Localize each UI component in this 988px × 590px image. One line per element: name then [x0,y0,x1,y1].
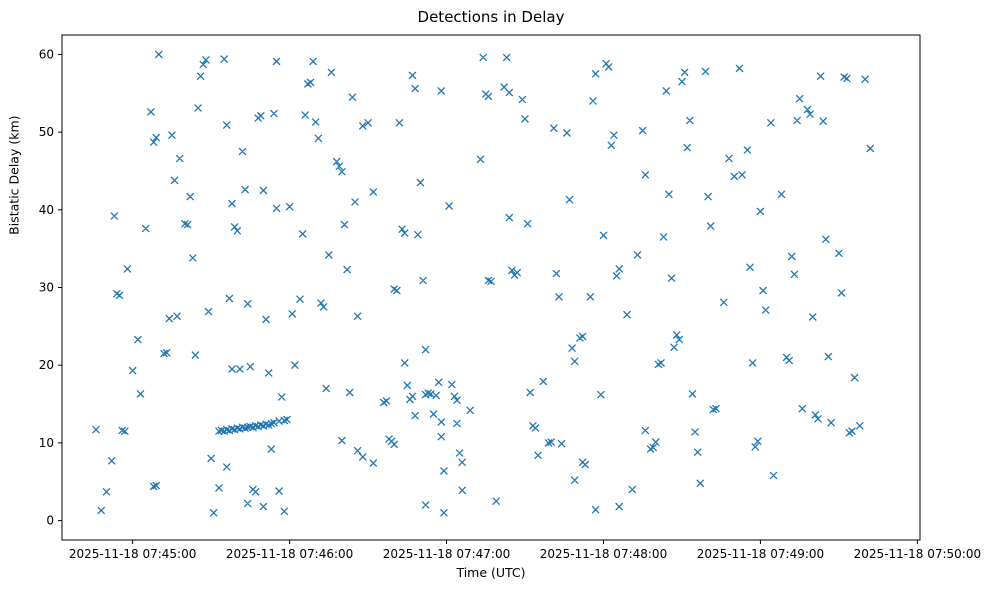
y-tick-label: 40 [39,203,54,217]
x-tick-label: 2025-11-18 07:48:00 [540,547,667,561]
y-tick-label: 50 [39,125,54,139]
y-tick-label: 0 [46,514,54,528]
y-tick-label: 10 [39,436,54,450]
y-tick-label: 60 [39,47,54,61]
x-axis-label: Time (UTC) [456,565,526,580]
x-tick-label: 2025-11-18 07:49:00 [697,547,824,561]
axes-frame [61,34,921,541]
x-tick-label: 2025-11-18 07:50:00 [854,547,981,561]
y-tick-label: 30 [39,281,54,295]
y-axis-label: Bistatic Delay (km) [6,115,22,235]
x-tick-label: 2025-11-18 07:47:00 [383,547,510,561]
scatter-markers [92,50,875,517]
y-tick-label: 20 [39,358,54,372]
x-tick-label: 2025-11-18 07:46:00 [226,547,353,561]
chart-title: Detections in Delay [417,8,565,26]
x-tick-label: 2025-11-18 07:45:00 [69,547,196,561]
